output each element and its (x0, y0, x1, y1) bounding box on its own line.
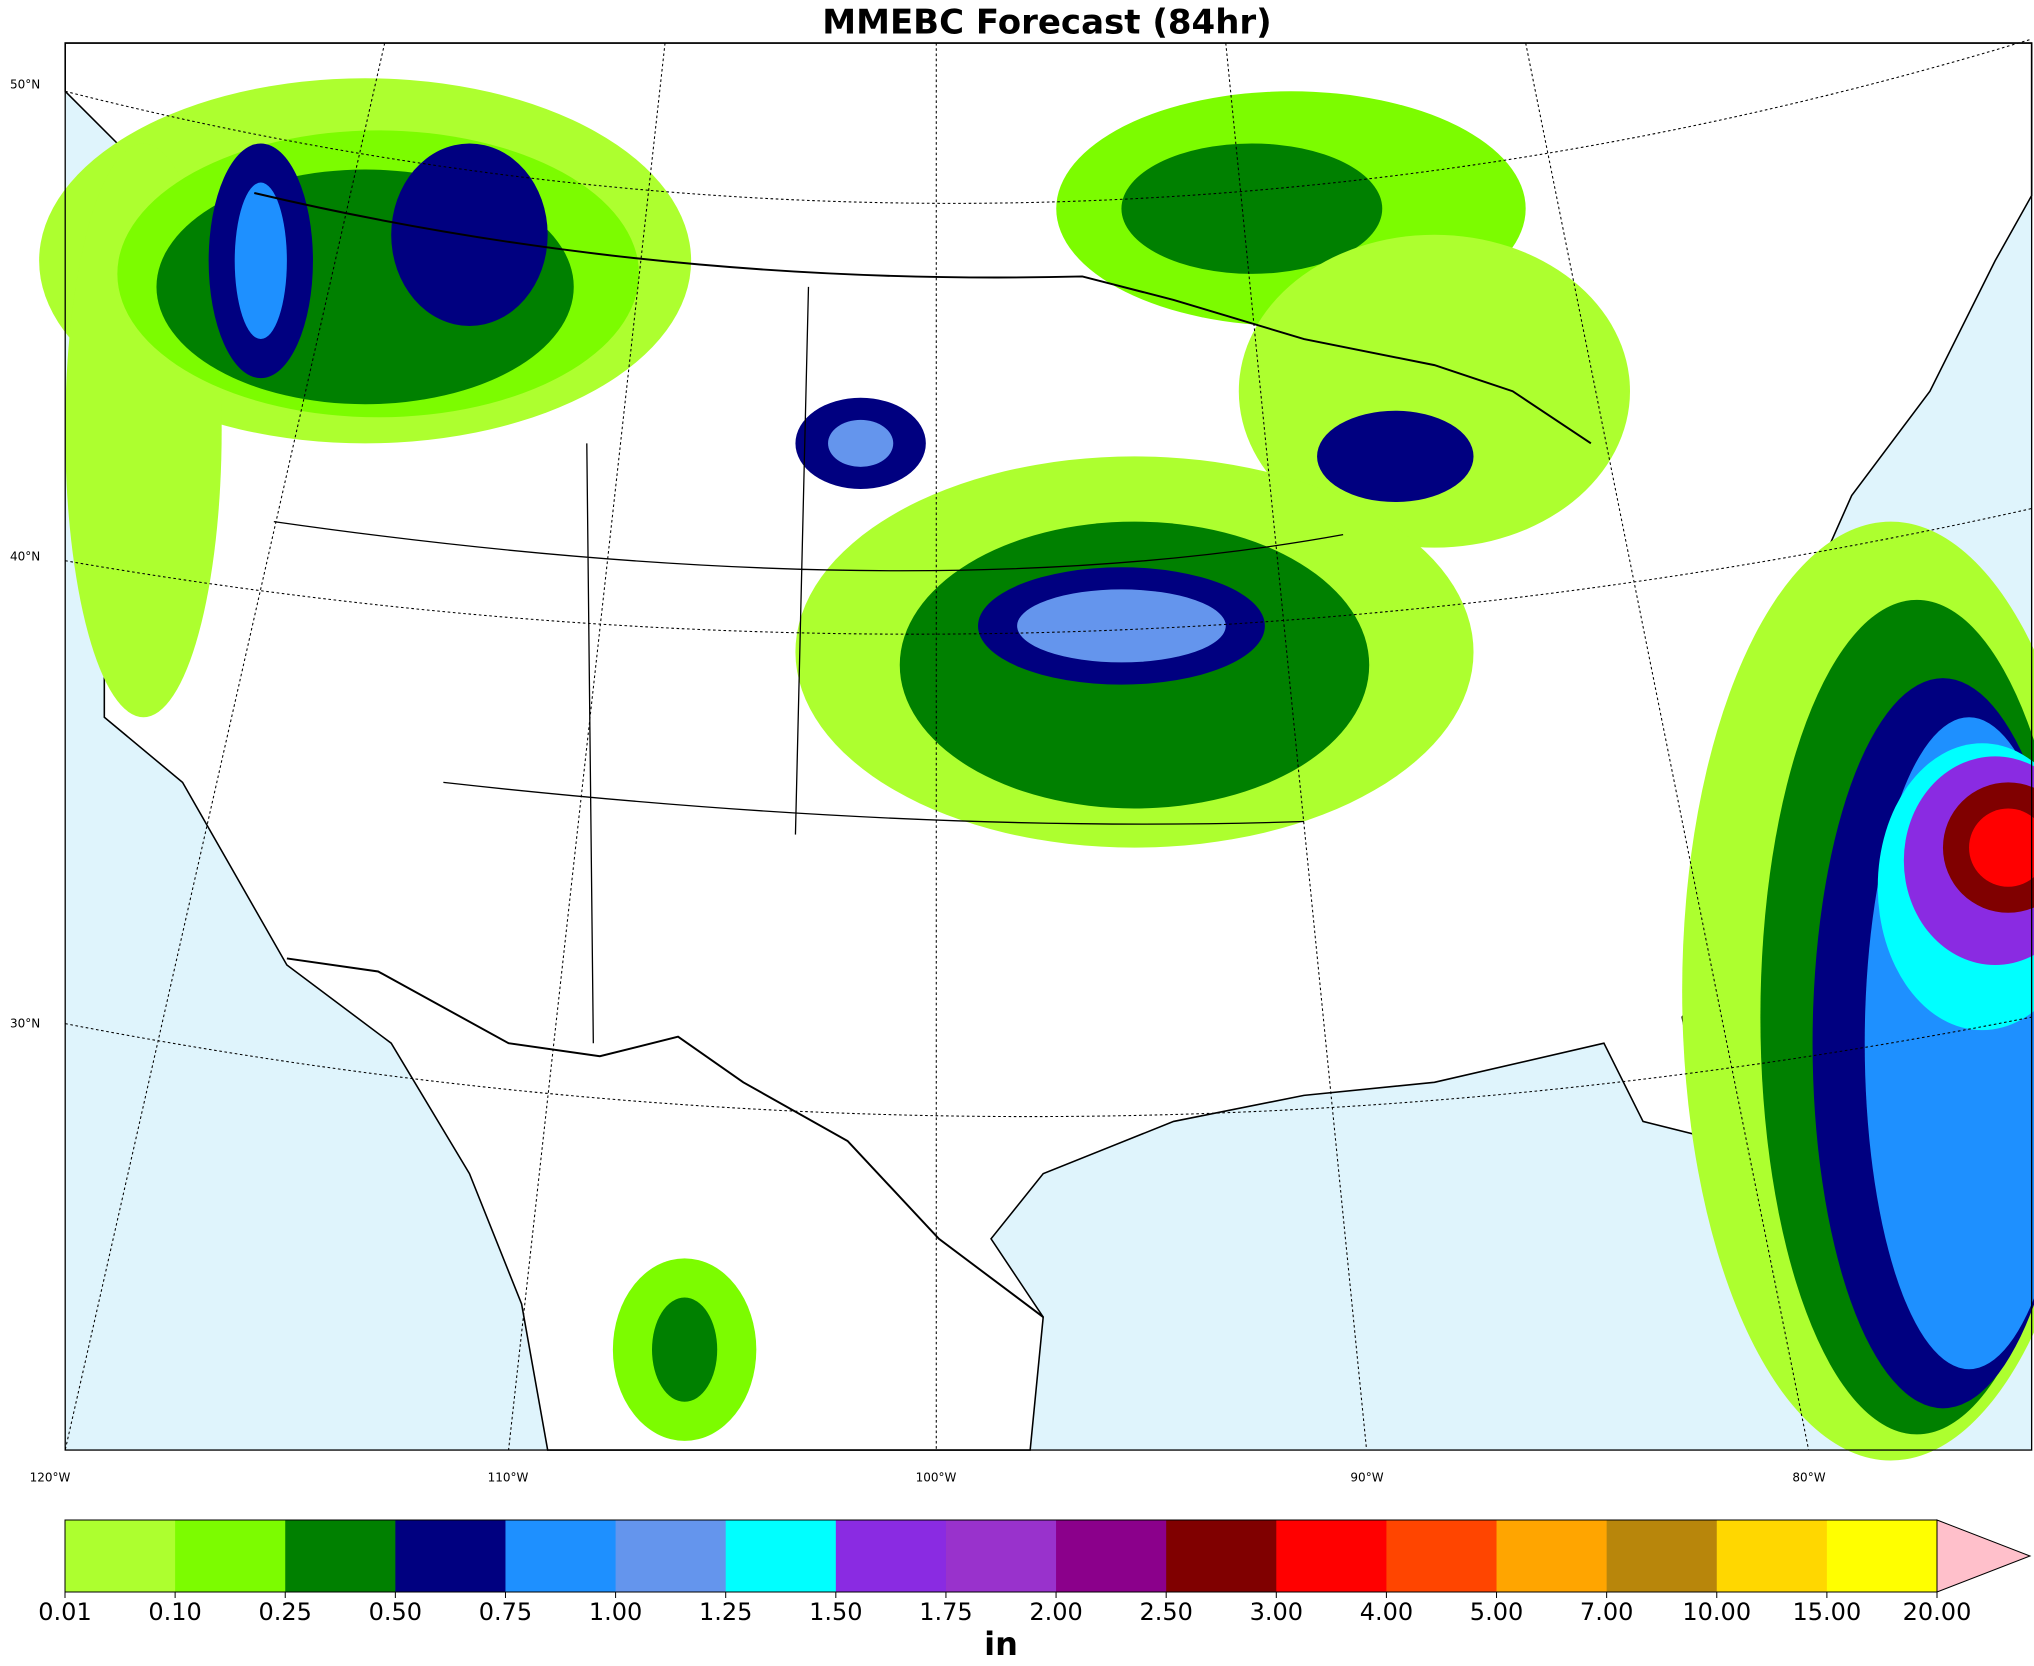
colorbar-unit: in (984, 1625, 1018, 1663)
colorbar-tick-label: 2.00 (1029, 1598, 1082, 1626)
national-border (286, 957, 1044, 1318)
colorbar-box (1716, 1520, 1828, 1592)
colorbar-tick-label: 20.00 (1903, 1598, 1972, 1626)
colorbar-box (725, 1520, 837, 1592)
colorbar-tick-label: 0.75 (479, 1598, 532, 1626)
borders (254, 192, 1592, 1318)
colorbar-tick-label: 0.01 (38, 1598, 91, 1626)
colorbar-extension (1936, 1519, 2032, 1593)
colorbar-box (1276, 1520, 1387, 1592)
colorbar-box (835, 1520, 947, 1592)
longitude-label: 80°W (1792, 1471, 1825, 1485)
graticule (64, 38, 2032, 1451)
colorbar-tick-label: 5.00 (1470, 1598, 1523, 1626)
precipitation (39, 78, 2034, 1461)
longitude-label: 90°W (1350, 1471, 1383, 1485)
colorbar-frame (64, 1519, 1938, 1593)
map-frame (64, 42, 2033, 1451)
latitude-label: 50°N (10, 78, 40, 92)
longitude-label: 100°W (916, 1471, 957, 1485)
colorbar-box (1056, 1520, 1167, 1592)
colorbar-box (615, 1520, 727, 1592)
national-border (254, 192, 1592, 445)
colorbar: 0.01 0.10 0.25 0.50 0.75 1.00 1.25 1.50 1.75 2.00… (38, 1519, 2032, 1663)
colorbar-box (1826, 1520, 1938, 1592)
graticule-labels: 50°N 40°N 30°N 120°W 110°W 100°W 90°W 80°W (10, 78, 1826, 1485)
colorbar-box (395, 1520, 506, 1592)
colorbar-box (1606, 1520, 1718, 1592)
colorbar-box (65, 1520, 176, 1592)
colorbar-tick-label: 3.00 (1250, 1598, 1303, 1626)
colorbar-tick-label: 10.00 (1682, 1598, 1751, 1626)
map-body (39, 38, 2034, 1461)
colorbar-tick-label: 1.00 (589, 1598, 642, 1626)
longitude-label: 110°W (488, 1471, 529, 1485)
colorbar-tick-label: 1.25 (699, 1598, 752, 1626)
colorbar-tick-label: 0.25 (259, 1598, 312, 1626)
state-border (273, 286, 1344, 1044)
colorbar-tick-label: 4.00 (1360, 1598, 1413, 1626)
colorbar-box (1496, 1520, 1608, 1592)
colorbar-tick-label: 15.00 (1793, 1598, 1862, 1626)
colorbar-box (1166, 1520, 1277, 1592)
colorbar-box (505, 1520, 617, 1592)
latitude-label: 40°N (10, 550, 40, 564)
colorbar-box (175, 1520, 286, 1592)
colorbar-tick-label: 7.00 (1580, 1598, 1633, 1626)
colorbar-tick-label: 0.50 (369, 1598, 422, 1626)
colorbar-box (285, 1520, 396, 1592)
colorbar-box (1386, 1520, 1498, 1592)
colorbar-tick-label: 0.10 (148, 1598, 201, 1626)
map (39, 38, 2034, 1461)
colorbar-tick-label: 2.50 (1139, 1598, 1192, 1626)
colorbar-box (945, 1520, 1057, 1592)
colorbar-tick-label: 1.50 (809, 1598, 862, 1626)
longitude-label: 120°W (30, 1471, 71, 1485)
latitude-label: 30°N (10, 1017, 40, 1031)
map-title: MMEBC Forecast (84hr) (822, 3, 1271, 43)
colorbar-tick-label: 1.75 (919, 1598, 972, 1626)
